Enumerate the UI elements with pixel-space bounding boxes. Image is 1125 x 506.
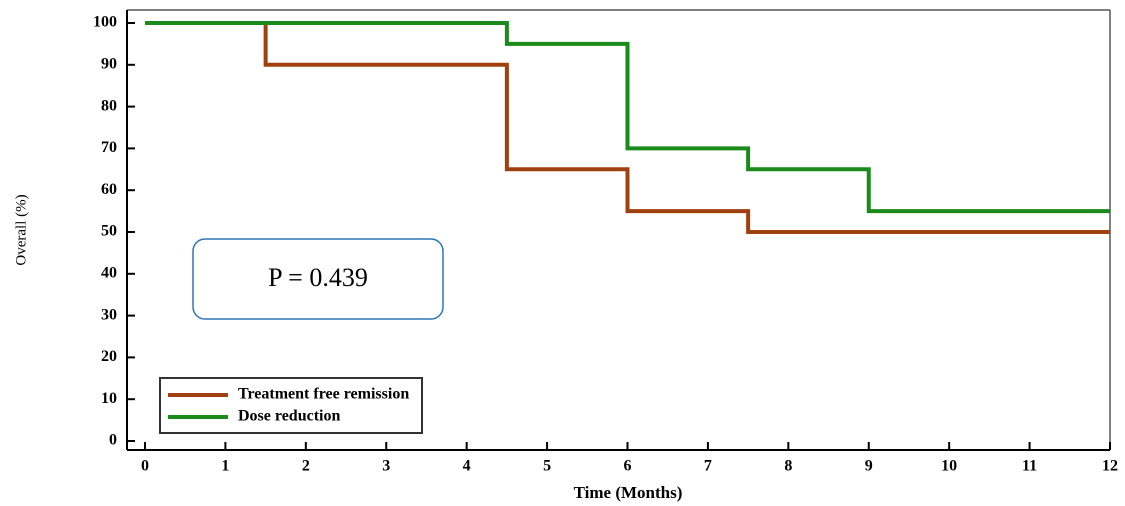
x-tick-label: 3 (382, 458, 390, 475)
x-tick-label: 0 (141, 458, 149, 475)
legend-label: Dose reduction (238, 408, 340, 425)
x-tick-label: 12 (1102, 458, 1118, 475)
y-tick-label: 100 (93, 14, 117, 31)
y-tick-label: 90 (101, 55, 117, 72)
y-tick-label: 0 (109, 432, 117, 449)
x-tick-label: 9 (865, 458, 873, 475)
survival-line (145, 21, 1110, 214)
x-tick-label: 6 (624, 458, 632, 475)
x-tick-label: 4 (463, 458, 471, 475)
survival-line (145, 21, 1110, 234)
x-axis-title: Time (Months) (574, 483, 683, 502)
x-tick-label: 5 (543, 458, 551, 475)
y-tick-label: 70 (101, 139, 117, 156)
y-tick-label: 10 (101, 390, 117, 407)
legend-label: Treatment free remission (238, 386, 409, 403)
legend-box (159, 377, 423, 434)
y-tick-label: 50 (101, 223, 117, 240)
annotation: P = 0.439 (268, 263, 368, 292)
x-tick-label: 8 (784, 458, 792, 475)
y-tick-label: 20 (101, 348, 117, 365)
y-tick-label: 30 (101, 306, 117, 323)
x-tick-label: 11 (1022, 458, 1037, 475)
x-tick-label: 7 (704, 458, 712, 475)
x-tick-label: 1 (221, 458, 229, 475)
y-axis-title: Overall (%) (13, 194, 29, 265)
x-tick-label: 2 (302, 458, 310, 475)
x-tick-label: 10 (941, 458, 957, 475)
y-tick-label: 80 (101, 97, 117, 114)
annotation-box (192, 238, 444, 320)
y-tick-label: 40 (101, 264, 117, 281)
y-tick-label: 60 (101, 181, 117, 198)
